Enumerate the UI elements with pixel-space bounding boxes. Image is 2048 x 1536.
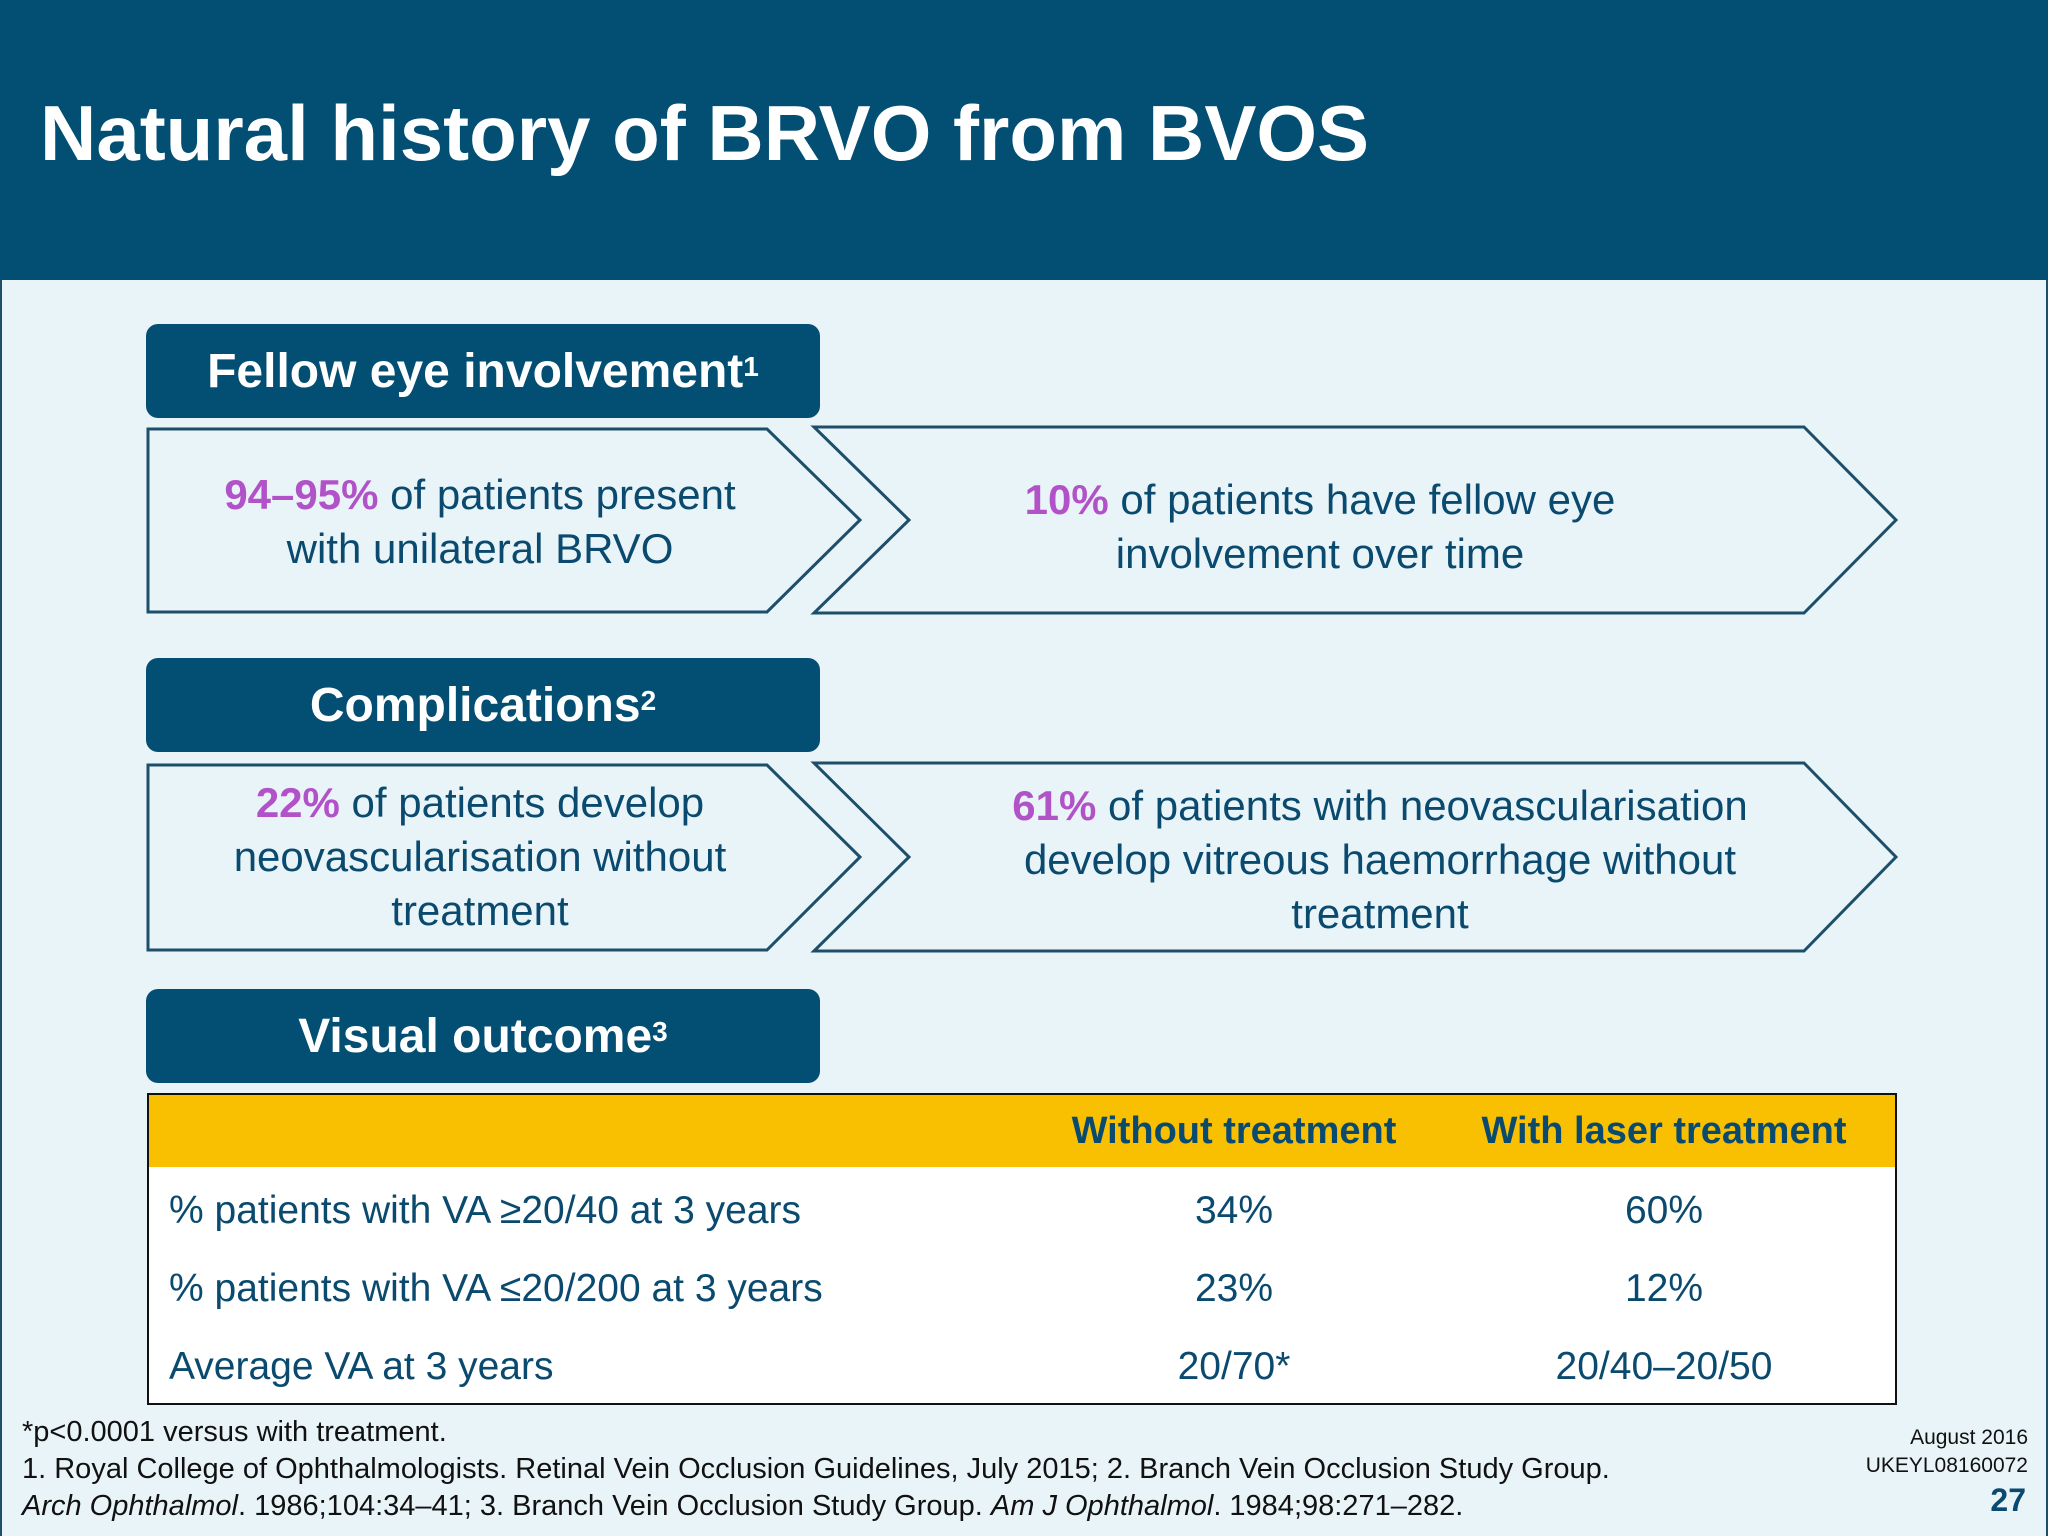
complications-right-line-3: treatment	[1291, 890, 1469, 937]
fellow-eye-left-line-1: of patients present	[378, 471, 736, 518]
row-label-va-20-40: % patients with VA ≥20/40 at 3 years	[169, 1189, 802, 1232]
complications-right-chevron	[810, 761, 1899, 953]
slide-date: August 2016	[1910, 1426, 2028, 1449]
complications-left-line-3: treatment	[391, 887, 569, 934]
fellow-eye-left-line-2: with unilateral BRVO	[286, 525, 674, 572]
row-label-va-20-200: % patients with VA ≤20/200 at 3 years	[169, 1267, 823, 1310]
fellow-eye-right-highlight: 10%	[1024, 476, 1109, 523]
reference-line-2-part-2: . 1984;98:271–282.	[1213, 1490, 1464, 1522]
fellow-eye-ref: 1	[743, 351, 759, 382]
complications-right-text: 61% of patients with neovascularisation …	[920, 779, 1840, 941]
cell-average-va-laser: 20/40–20/50	[1555, 1345, 1773, 1388]
complications-heading: Complications 2	[146, 658, 820, 752]
cell-va-20-40-laser: 60%	[1624, 1189, 1704, 1232]
journal-name-2: Am J Ophthalmol	[990, 1490, 1214, 1522]
reference-line-2: Arch Ophthalmol. 1986;104:34–41; 3. Bran…	[22, 1490, 1463, 1523]
complications-left-highlight: 22%	[255, 779, 340, 826]
fellow-eye-heading-text: Fellow eye involvement	[207, 344, 744, 398]
visual-outcome-table: Without treatment With laser treatment %…	[147, 1093, 1897, 1405]
reference-line-2-part-1: . 1986;104:34–41; 3. Branch Vein Occlusi…	[238, 1490, 991, 1522]
fellow-eye-left-text: 94–95% of patients present with unilater…	[160, 468, 800, 576]
slide-code: UKEYL08160072	[1865, 1454, 2028, 1477]
visual-outcome-heading: Visual outcome 3	[146, 989, 820, 1083]
visual-outcome-heading-text: Visual outcome	[298, 1009, 653, 1063]
reference-line-1: 1. Royal College of Ophthalmologists. Re…	[22, 1453, 1610, 1485]
slide-header: Natural history of BRVO from BVOS	[0, 0, 2048, 280]
fellow-eye-heading: Fellow eye involvement 1	[146, 324, 820, 418]
cell-va-20-200-without: 23%	[1194, 1267, 1274, 1310]
fellow-eye-left-chevron	[146, 427, 863, 614]
complications-right-highlight: 61%	[1012, 782, 1097, 829]
complications-heading-text: Complications	[309, 678, 641, 732]
complications-left-line-2: neovascularisation without	[233, 833, 727, 880]
column-header-with-laser-treatment: With laser treatment	[1481, 1110, 1847, 1152]
fellow-eye-right-line-2: involvement over time	[1115, 530, 1525, 577]
visual-outcome-ref: 3	[652, 1016, 668, 1047]
complications-left-line-1: of patients develop	[339, 779, 705, 826]
fellow-eye-right-line-1: of patients have fellow eye	[1108, 476, 1616, 523]
cell-va-20-40-without: 34%	[1194, 1189, 1274, 1232]
complications-left-chevron	[146, 763, 863, 952]
fellow-eye-right-text: 10% of patients have fellow eye involvem…	[930, 473, 1710, 581]
slide-title: Natural history of BRVO from BVOS	[40, 89, 1370, 177]
complications-right-line-2: develop vitreous haemorrhage without	[1023, 836, 1737, 883]
complications-right-line-1: of patients with neovascularisation	[1096, 782, 1748, 829]
fellow-eye-right-chevron	[810, 425, 1899, 615]
row-label-average-va: Average VA at 3 years	[169, 1345, 554, 1388]
column-header-without-treatment: Without treatment	[1071, 1110, 1397, 1152]
cell-average-va-without: 20/70*	[1177, 1345, 1291, 1388]
complications-left-text: 22% of patients develop neovascularisati…	[160, 776, 800, 938]
journal-name-1: Arch Ophthalmol	[22, 1490, 238, 1522]
cell-va-20-200-laser: 12%	[1624, 1267, 1704, 1310]
complications-ref: 2	[640, 685, 657, 716]
footnote-significance: *p<0.0001 versus with treatment.	[22, 1416, 447, 1448]
fellow-eye-left-highlight: 94–95%	[224, 471, 379, 518]
page-number: 27	[1990, 1482, 2026, 1518]
table-header-row: Without treatment With laser treatment	[149, 1095, 1895, 1167]
